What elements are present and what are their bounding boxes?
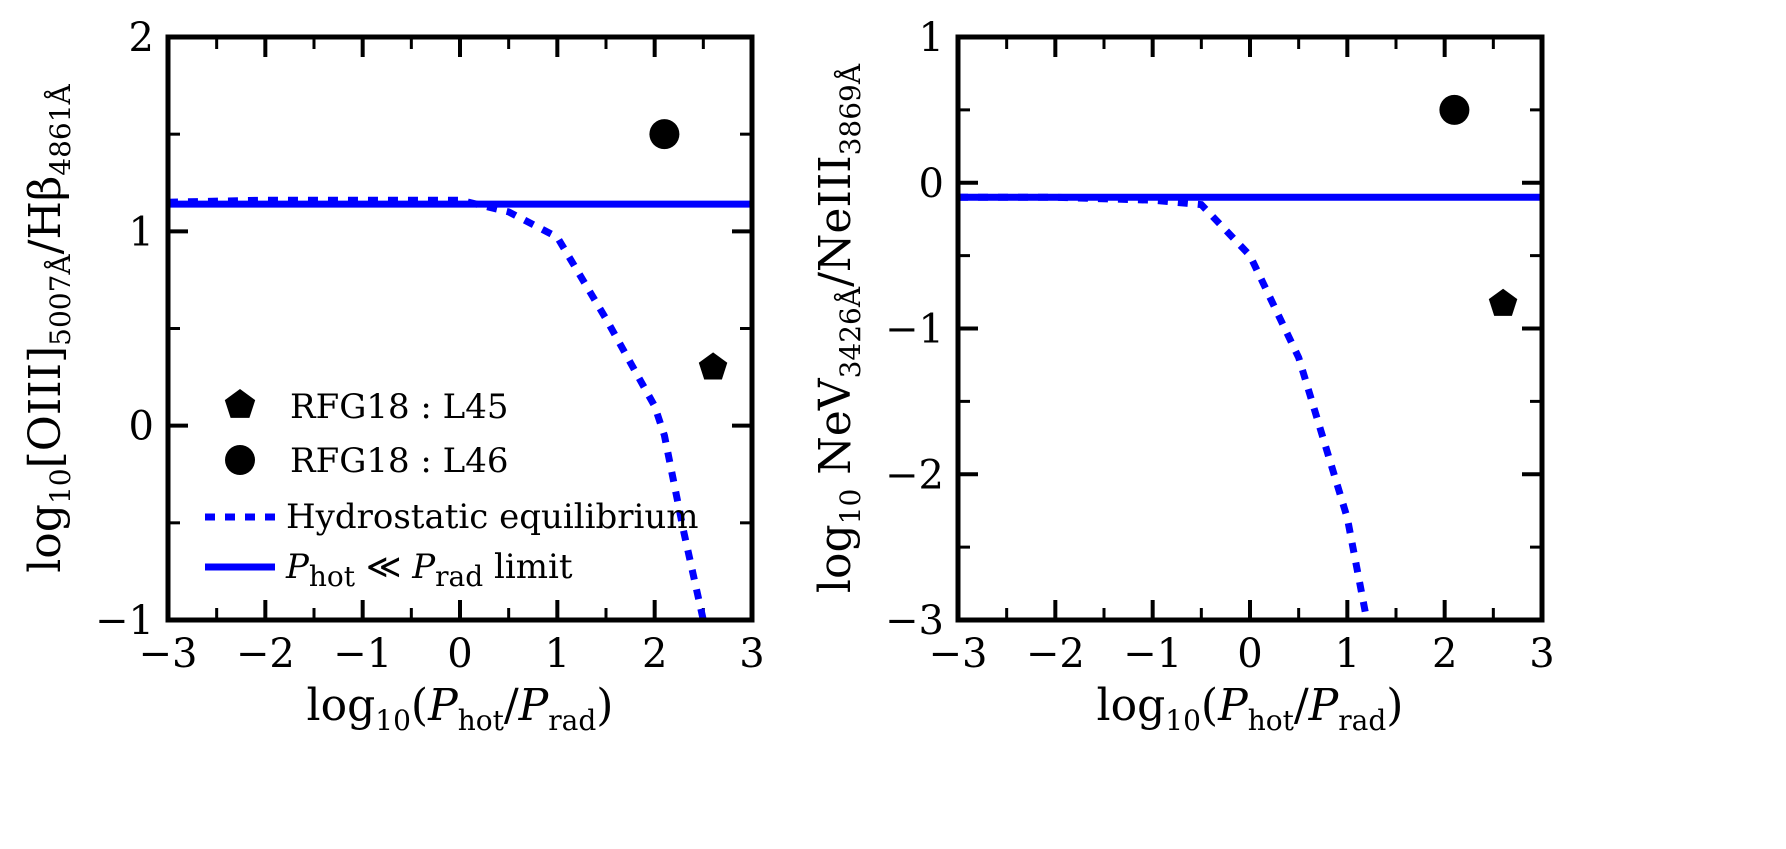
label-part: P	[411, 547, 436, 587]
label-part: 4861Å	[44, 83, 77, 175]
y-tick-label: 2	[129, 15, 154, 61]
label-part: NeV	[810, 377, 861, 489]
marker-rfg18-l46	[1439, 94, 1470, 125]
label-part: P	[285, 547, 310, 587]
legend-label: RFG18 : L46	[290, 441, 509, 481]
x-tick-label: −2	[236, 631, 295, 677]
x-tick-label: −3	[929, 631, 988, 677]
label-part: log	[307, 680, 376, 731]
legend-pentagon-marker	[224, 389, 256, 418]
label-part: /	[1294, 680, 1309, 731]
label-part: P	[1217, 680, 1249, 731]
label-part: rad	[1338, 704, 1386, 737]
y-tick-label: 1	[919, 15, 944, 61]
plot-frame	[165, 34, 755, 623]
label-part: 10	[1165, 704, 1201, 737]
label-part: hot	[309, 560, 356, 593]
label-part: rad	[548, 704, 596, 737]
series-group	[958, 193, 1542, 620]
x-axis-title: log10(Phot/Prad)	[1097, 680, 1404, 737]
y-tick-label: 0	[919, 161, 944, 207]
label-part: rad	[435, 560, 483, 593]
legend-circle-marker	[225, 445, 255, 475]
label-part: 10	[834, 489, 867, 525]
label-part: 10	[44, 468, 77, 504]
label-part: hot	[1248, 704, 1295, 737]
label-part: ≪	[355, 547, 412, 587]
x-tick-label: 0	[447, 631, 472, 677]
legend-label: Hydrostatic equilibrium	[286, 497, 699, 537]
label-part: (	[411, 680, 428, 731]
x-tick-label: 0	[1237, 631, 1262, 677]
label-part: /Hβ	[20, 176, 71, 255]
label-part: 3869Å	[834, 63, 867, 155]
label-part: P	[1308, 680, 1340, 731]
marker-rfg18-l46	[649, 119, 680, 150]
x-tick-label: 2	[642, 631, 667, 677]
y-tick-label: −1	[885, 307, 944, 353]
hydrostatic-equilibrium-line	[168, 196, 707, 620]
x-tick-label: 3	[739, 631, 764, 677]
label-part: hot	[458, 704, 505, 737]
marker-rfg18-l45	[1488, 288, 1518, 316]
label-part: (	[1201, 680, 1218, 731]
legend-label: RFG18 : L45	[290, 387, 509, 427]
hydrostatic-equilibrium-line	[958, 193, 1371, 620]
label-part: RFG18 : L45	[290, 387, 509, 427]
legend: RFG18 : L45 RFG18 : L46 Hydrostatic equili…	[205, 387, 699, 593]
label-part: limit	[483, 547, 573, 587]
panel-left: −3 −2 −1 0 1 2 3−1012log10(Phot/Prad)log10[OII…	[20, 15, 765, 737]
panel-right: −3 −2 −1 0 1 2 3−3−2−101log10(Phot/Prad)log10 …	[810, 15, 1555, 737]
label-part: 10	[375, 704, 411, 737]
y-tick-label: 0	[129, 404, 154, 450]
label-part: P	[427, 680, 459, 731]
y-tick-label: −3	[885, 598, 944, 644]
label-part: log	[20, 504, 71, 573]
plot-frame	[955, 34, 1545, 623]
label-part: 5007Å	[44, 254, 77, 346]
y-tick-label: −1	[95, 598, 154, 644]
x-tick-label: −1	[333, 631, 392, 677]
label-part: )	[596, 680, 613, 731]
label-part: )	[1386, 680, 1403, 731]
y-axis-title: log10[OIII]5007Å/Hβ4861Å	[20, 83, 77, 572]
x-tick-label: 1	[1335, 631, 1360, 677]
y-tick-label: −2	[885, 452, 944, 498]
marker-rfg18-l45	[698, 352, 728, 380]
y-axis-title: log10 NeV3426Å/NeIII3869Å	[810, 63, 867, 593]
label-part: P	[518, 680, 550, 731]
series-group	[168, 196, 752, 620]
x-tick-label: −1	[1123, 631, 1182, 677]
x-tick-label: −2	[1026, 631, 1085, 677]
x-tick-label: 3	[1529, 631, 1554, 677]
label-part: log	[810, 524, 861, 593]
x-tick-label: 1	[545, 631, 570, 677]
label-part: 3426Å	[834, 286, 867, 378]
label-part: [OIII]	[20, 346, 71, 469]
label-part: Hydrostatic equilibrium	[286, 497, 699, 537]
legend-label: Phot ≪ Prad limit	[285, 547, 573, 593]
x-tick-label: 2	[1432, 631, 1457, 677]
label-part: /NeIII	[810, 155, 861, 287]
x-tick-label: −3	[139, 631, 198, 677]
y-tick-label: 1	[129, 209, 154, 255]
label-part: log	[1097, 680, 1166, 731]
label-part: /	[504, 680, 519, 731]
x-axis-title: log10(Phot/Prad)	[307, 680, 614, 737]
label-part: RFG18 : L46	[290, 441, 509, 481]
